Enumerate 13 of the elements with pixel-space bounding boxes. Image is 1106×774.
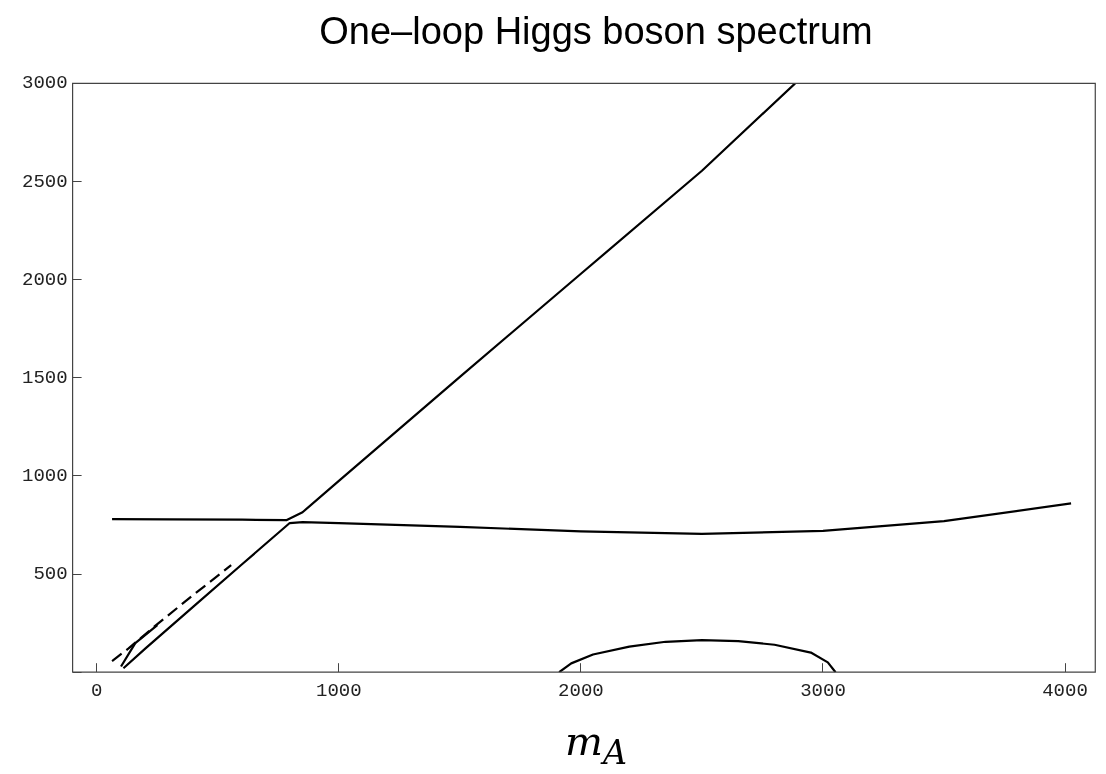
y-tick-label: 3000 [22,72,68,95]
chart-title: One–loop Higgs boson spectrum [318,9,874,54]
y-tick-label: 500 [33,563,68,586]
y-tick-label: 2000 [22,268,68,291]
x-axis-title: m$_{A}$ [564,718,628,774]
x-tick-label: 0 [91,679,103,702]
x-tick-label: 3000 [800,679,846,702]
y-tick-label: 1000 [22,464,68,487]
x-tick-label: 4000 [1042,679,1088,702]
y-tick-label: 2500 [22,170,68,193]
x-tick-label: 2000 [558,679,604,702]
x-tick-label: 1000 [316,679,362,702]
y-tick-label: 1500 [22,366,68,389]
